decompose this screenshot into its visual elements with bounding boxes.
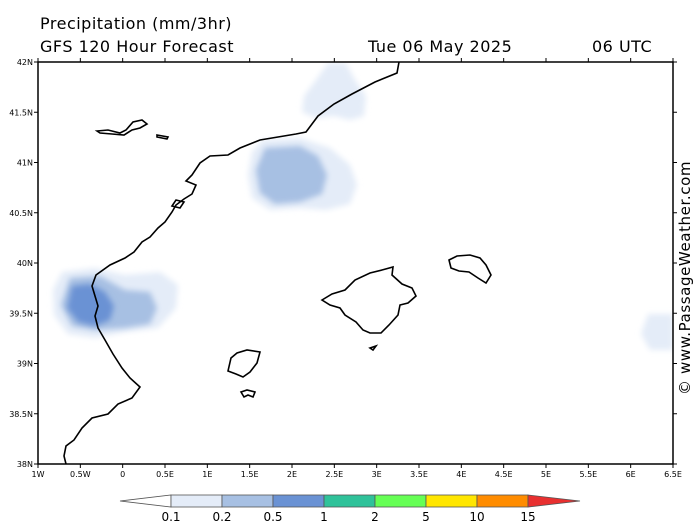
latitude-labels: 42N 41.5N 41N 40.5N 40N 39.5N 39N 38.5N 38N [9,58,33,469]
legend-labels: 0.1 0.2 0.5 1 2 5 10 15 [161,510,535,524]
lon-label: 0.5W [70,470,91,479]
legend-label: 0.2 [212,510,231,524]
columbretes-south [156,134,170,140]
legend-color-bar [119,494,581,508]
map-title: Precipitation (mm/3hr) [40,14,233,33]
formentera [239,389,257,399]
legend-swatch [476,494,529,508]
lat-label: 39.5N [9,309,33,318]
lon-label: 3E [372,470,382,479]
axis-ticks [34,58,677,468]
legend-label: 5 [422,510,430,524]
lat-label: 41N [17,159,33,168]
lon-label: 6.5E [664,470,682,479]
lat-label: 40.5N [9,209,33,218]
lat-label: 40N [17,259,33,268]
legend-label: 1 [320,510,328,524]
legend-swatch [119,494,172,508]
ibiza [227,349,262,378]
lon-label: 1W [32,470,45,479]
legend-swatch [425,494,478,508]
legend-swatch [170,494,223,508]
ebro-delta [170,199,186,209]
cabrera [368,344,379,352]
lon-label: 5.5E [579,470,597,479]
lon-label: 1E [202,470,212,479]
lat-label: 42N [17,58,33,67]
legend-label: 15 [520,510,535,524]
precip-cell-coast-core [67,284,114,326]
lat-label: 38.5N [9,410,33,419]
coastlines [63,62,492,464]
columbretes-north [94,119,149,136]
lon-label: 2E [287,470,297,479]
legend-swatch [221,494,274,508]
precip-legend: 0.1 0.2 0.5 1 2 5 10 15 [119,494,581,524]
watermark: © www.PassageWeather.com [676,160,694,395]
precip-cell-central-core [256,146,327,204]
legend-swatch [374,494,427,508]
legend-swatch [323,494,376,508]
precip-field [53,63,673,350]
lon-label: 2.5E [325,470,343,479]
mallorca [320,265,417,334]
lon-label: 1.5E [241,470,259,479]
lat-label: 41.5N [9,108,33,117]
menorca [448,254,492,285]
lon-label: 6E [626,470,636,479]
legend-swatch [272,494,325,508]
legend-label: 0.1 [161,510,180,524]
spain-coastline [63,62,400,464]
precip-cell-north [302,63,366,120]
lat-label: 38N [17,460,33,469]
lon-label: 0 [120,470,125,479]
lat-label: 39N [17,360,33,369]
legend-label: 10 [469,510,484,524]
valid-date: Tue 06 May 2025 [368,37,513,56]
lon-label: 4E [456,470,466,479]
map-subtitle: GFS 120 Hour Forecast [40,37,235,56]
legend-label: 0.5 [263,510,282,524]
legend-swatch [527,494,581,508]
lon-label: 4.5E [495,470,513,479]
valid-time: 06 UTC [592,37,653,56]
lon-label: 0.5E [156,470,174,479]
legend-label: 2 [371,510,379,524]
lon-label: 3.5E [410,470,428,479]
precipitation-map: 42N 41.5N 41N 40.5N 40N 39.5N 39N 38.5N 38N 1W 0.… [9,58,682,479]
longitude-labels: 1W 0.5W 0 0.5E 1E 1.5E 2E 2.5E 3E 3.5E 4E 4.5E 5E 5.5… [32,470,682,479]
lon-label: 5E [541,470,551,479]
precip-cell-east [641,314,673,350]
